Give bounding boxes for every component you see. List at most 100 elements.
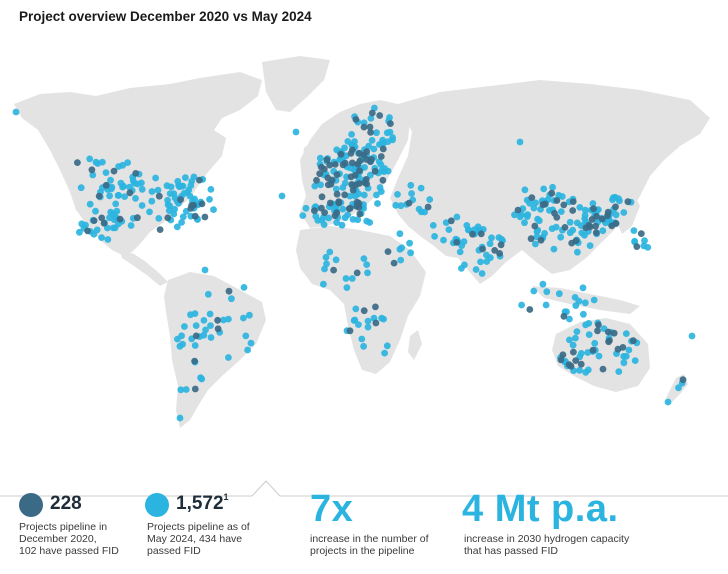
project-dot-2024: [557, 233, 565, 241]
project-dot-2024: [341, 144, 348, 152]
project-dot-2024: [442, 219, 450, 227]
project-dot-2020: [335, 199, 343, 207]
project-dot-2024: [383, 129, 391, 137]
project-dot-2020: [349, 146, 356, 154]
project-dot-2024: [206, 196, 213, 203]
project-dot-2024: [321, 265, 328, 273]
project-dot-2024: [182, 386, 190, 393]
project-dot-2020: [74, 159, 81, 167]
project-dot-2024: [364, 323, 372, 331]
project-dot-2020: [582, 224, 590, 232]
project-dot-2024: [182, 174, 189, 182]
project-dot-2020: [367, 129, 374, 136]
stat-capacity-value: 4 Mt p.a.: [462, 488, 619, 530]
project-dot-2020: [328, 176, 336, 184]
project-dot-2020: [619, 344, 627, 351]
project-dot-2024: [557, 208, 565, 216]
project-dot-2024: [375, 158, 383, 166]
project-dot-2024: [370, 145, 378, 153]
project-dot-2024: [664, 398, 672, 406]
project-dot-2020: [531, 222, 539, 230]
project-dot-2024: [458, 265, 465, 272]
project-dot-2020: [477, 230, 485, 238]
project-dot-2024: [201, 266, 209, 274]
project-dot-2020: [198, 200, 206, 208]
project-dot-2024: [630, 227, 638, 235]
project-dot-2024: [378, 314, 386, 322]
project-dot-2024: [550, 245, 558, 253]
project-dot-2024: [521, 219, 528, 227]
project-dot-2020: [318, 204, 325, 212]
project-dot-2024: [107, 176, 114, 184]
land-uk: [302, 140, 318, 168]
project-dot-2020: [371, 167, 379, 175]
project-dot-2024: [174, 177, 182, 185]
project-dot-2024: [344, 211, 352, 219]
project-dot-2020: [126, 189, 134, 197]
project-dot-2020: [214, 325, 222, 333]
project-dot-2024: [365, 142, 373, 150]
project-dot-2024: [342, 275, 350, 282]
project-dot-2024: [314, 217, 322, 224]
project-dot-2020: [190, 201, 198, 209]
project-dot-2024: [166, 202, 174, 210]
project-dot-2020: [612, 203, 619, 211]
dots-pipeline-2020: [74, 109, 687, 393]
project-dot-2024: [486, 240, 494, 248]
project-dot-2024: [77, 184, 85, 192]
stat-2024-text-2: May 2024, 434 have: [147, 533, 243, 545]
project-dot-2024: [364, 317, 372, 325]
project-dot-2020: [360, 123, 368, 131]
project-dot-2024: [109, 224, 117, 232]
project-dot-2020: [132, 170, 140, 177]
project-dot-2020: [570, 348, 577, 356]
project-dot-2024: [333, 219, 341, 227]
project-dot-2020: [352, 116, 360, 123]
project-dot-2020: [379, 145, 387, 153]
project-dot-2024: [176, 183, 183, 191]
project-dot-2020: [363, 156, 370, 163]
project-dot-2024: [104, 224, 111, 232]
project-dot-2024: [240, 284, 248, 291]
project-dot-2020: [196, 176, 203, 184]
project-dot-2024: [344, 138, 352, 145]
stat-2020-text-3: 102 have passed FID: [19, 545, 119, 557]
project-dot-2024: [358, 335, 366, 343]
project-dot-2020: [377, 153, 385, 160]
project-dot-2020: [390, 259, 398, 267]
project-dot-2020: [214, 316, 222, 324]
project-dot-2020: [324, 181, 332, 189]
project-dot-2020: [610, 329, 618, 337]
project-dot-2020: [559, 351, 567, 359]
project-dot-2024: [204, 290, 212, 298]
project-dot-2024: [178, 219, 186, 226]
project-dot-2024: [202, 326, 210, 334]
project-dot-2024: [317, 181, 324, 189]
stat-growth-text-1: increase in the number of: [310, 533, 429, 545]
project-dot-2024: [431, 233, 438, 240]
project-dot-2024: [581, 299, 589, 307]
project-dot-2024: [176, 414, 184, 422]
project-dot-2024: [581, 215, 589, 223]
project-dot-2024: [615, 368, 623, 375]
project-dot-2020: [372, 303, 379, 311]
project-dot-2020: [557, 356, 565, 364]
project-dot-2020: [368, 109, 376, 117]
project-dot-2024: [532, 240, 539, 248]
project-dot-2024: [299, 212, 307, 220]
project-dot-2020: [363, 180, 371, 188]
project-dot-2024: [76, 228, 83, 236]
project-dot-2024: [573, 328, 581, 335]
project-dot-2020: [514, 206, 522, 214]
project-dot-2020: [84, 227, 91, 235]
project-dot-2024: [584, 366, 592, 374]
project-dot-2024: [302, 204, 310, 212]
land-madagascar: [408, 330, 422, 360]
project-dot-2020: [201, 213, 209, 221]
project-dot-2020: [447, 217, 455, 225]
project-dot-2020: [337, 150, 345, 158]
project-dot-2024: [540, 185, 548, 193]
project-dot-2024: [322, 253, 330, 261]
project-dot-2020: [311, 207, 318, 215]
project-dot-2020: [479, 245, 486, 253]
